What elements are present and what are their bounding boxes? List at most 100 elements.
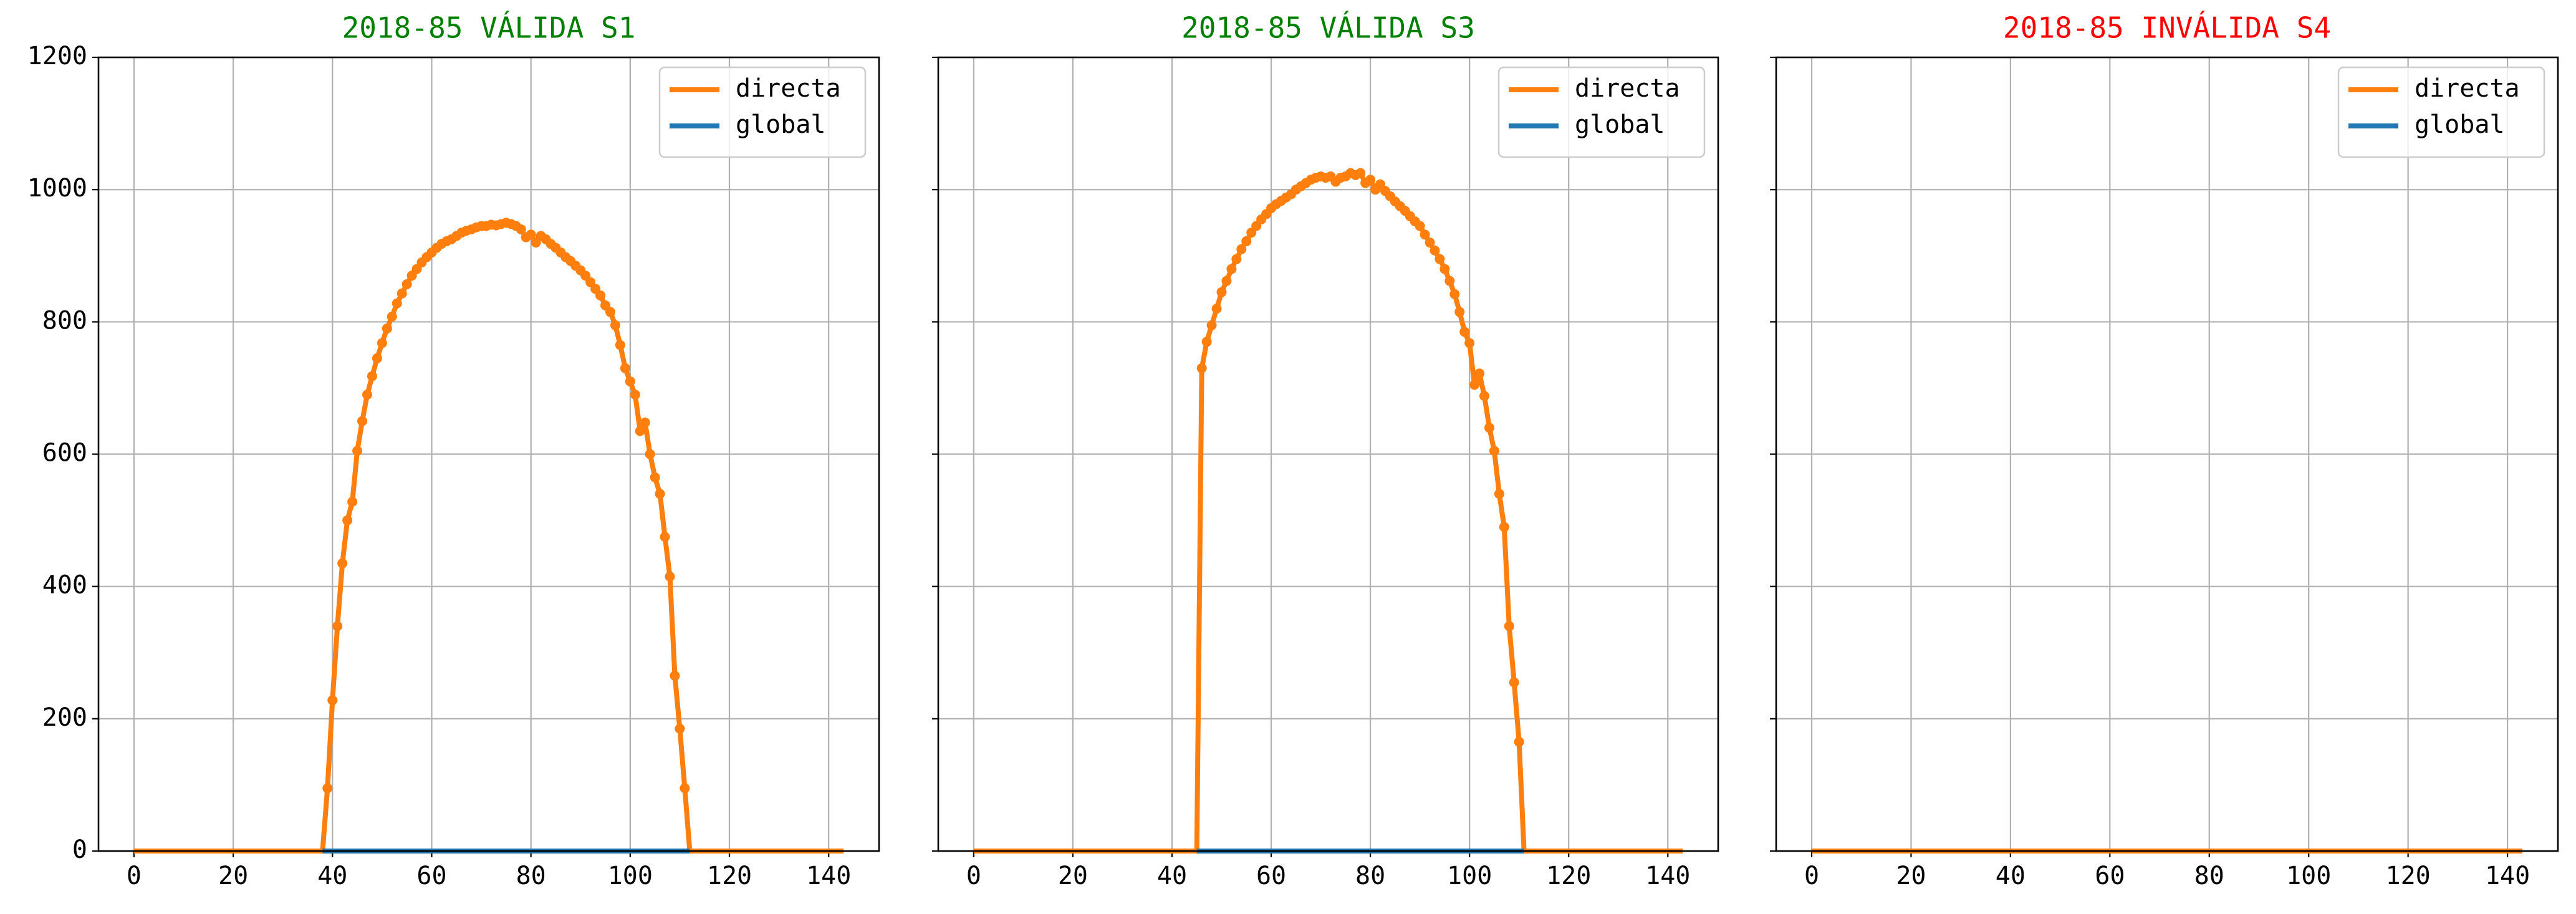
legend: directa global	[658, 66, 867, 158]
x-tick-label: 80	[2194, 862, 2224, 890]
legend-label: directa	[1575, 74, 1680, 103]
legend-label: global	[736, 110, 826, 139]
marker	[352, 446, 363, 456]
marker	[635, 426, 645, 436]
marker	[1226, 264, 1237, 274]
marker	[387, 311, 397, 322]
marker	[1430, 245, 1440, 256]
marker	[675, 723, 685, 734]
x-tick-label: 40	[1996, 862, 2026, 890]
marker	[1509, 677, 1519, 688]
marker	[1454, 307, 1465, 317]
marker	[1464, 338, 1475, 349]
marker	[640, 417, 650, 428]
x-tick-label: 120	[1546, 862, 1591, 890]
y-tick-label: 400	[42, 571, 87, 600]
legend-label: directa	[736, 74, 841, 103]
panel: 2018-85 VÁLIDA S1 0 20 40 60 80 100 120 140 0 200 4…	[27, 11, 880, 890]
marker	[1231, 254, 1242, 264]
marker	[327, 695, 338, 706]
marker	[1494, 489, 1504, 499]
line	[133, 220, 844, 854]
marker	[1365, 175, 1376, 185]
marker	[1355, 168, 1366, 178]
marker	[1206, 320, 1217, 330]
marker	[332, 621, 343, 632]
marker	[1444, 276, 1455, 286]
marker	[645, 449, 655, 459]
marker	[1221, 276, 1232, 286]
marker	[1479, 391, 1490, 402]
marker	[362, 390, 372, 400]
y-tick-label: 0	[72, 835, 87, 864]
marker	[1435, 254, 1445, 264]
marker	[377, 338, 387, 349]
marker	[1420, 229, 1430, 240]
legend: directa global	[1497, 66, 1706, 158]
marker	[1201, 337, 1212, 347]
marker	[680, 783, 690, 794]
x-tick-label: 100	[608, 862, 653, 890]
marker	[595, 290, 606, 301]
panel: 2018-85 VÁLIDA S3 0 20 40 60 80 100 120 140 direc…	[932, 11, 1719, 890]
marker	[1489, 446, 1499, 456]
legend: directa global	[2337, 66, 2545, 158]
marker	[630, 390, 640, 400]
x-tick-label: 80	[516, 862, 546, 890]
y-tick-label: 1000	[27, 174, 87, 203]
marker	[372, 353, 382, 363]
marker	[392, 298, 402, 309]
marker	[516, 224, 526, 234]
x-tick-label: 20	[1058, 862, 1088, 890]
x-tick-label: 20	[218, 862, 248, 890]
y-tick-label: 1200	[27, 42, 87, 70]
x-tick-label: 140	[1645, 862, 1690, 890]
marker	[1459, 327, 1470, 337]
marker	[1211, 304, 1222, 314]
panel: 2018-85 INVÁLIDA S4 0 20 40 60 80 100 120 140 dir…	[1770, 11, 2559, 890]
x-tick-label: 60	[416, 862, 446, 890]
x-tick-label: 0	[1804, 862, 1819, 890]
marker	[1241, 236, 1252, 246]
plot-area	[133, 218, 844, 854]
x-tick-label: 40	[1157, 862, 1187, 890]
marker	[1415, 221, 1425, 231]
marker	[650, 472, 660, 483]
marker	[615, 340, 625, 350]
marker	[337, 558, 348, 569]
marker	[322, 783, 333, 794]
legend-label: directa	[2415, 74, 2520, 103]
x-tick-label: 120	[707, 862, 752, 890]
marker	[670, 670, 680, 681]
marker	[605, 307, 616, 317]
y-tick-label: 600	[42, 439, 87, 468]
legend-label: global	[1575, 110, 1665, 139]
x-tick-label: 60	[1256, 862, 1286, 890]
axes-frame	[937, 56, 1719, 852]
plot-area	[973, 168, 1683, 854]
x-tick-label: 140	[806, 862, 851, 890]
marker	[382, 323, 392, 334]
marker	[1469, 380, 1480, 390]
x-tick-label: 100	[1447, 862, 1492, 890]
marker	[665, 571, 675, 582]
marker	[625, 376, 635, 387]
marker	[1504, 621, 1514, 632]
marker	[1216, 287, 1227, 297]
marker	[1236, 244, 1247, 254]
x-tick-label: 140	[2485, 862, 2530, 890]
axes-frame	[97, 56, 880, 852]
marker	[655, 489, 665, 499]
chart-title: 2018-85 VÁLIDA S3	[1181, 11, 1475, 45]
marker	[660, 532, 670, 542]
legend-label: global	[2415, 110, 2505, 139]
marker	[1499, 522, 1509, 532]
chart-title: 2018-85 INVÁLIDA S4	[2003, 11, 2331, 45]
axes-frame	[1775, 56, 2559, 852]
marker	[620, 363, 630, 373]
x-tick-label: 0	[966, 862, 981, 890]
x-tick-label: 80	[1355, 862, 1385, 890]
chart-title: 2018-85 VÁLIDA S1	[342, 11, 636, 45]
marker	[396, 288, 407, 299]
